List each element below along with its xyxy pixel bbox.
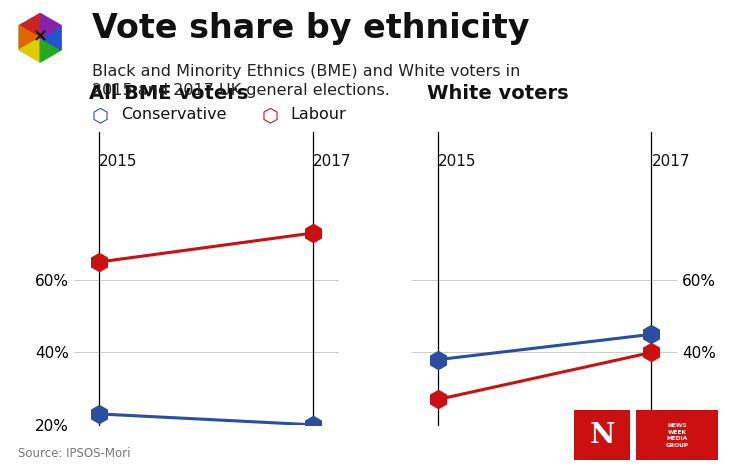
Text: 2015: 2015 (99, 153, 138, 169)
Text: Vote share by ethnicity: Vote share by ethnicity (92, 12, 529, 45)
Text: 2015: 2015 (438, 153, 476, 169)
FancyBboxPatch shape (574, 411, 630, 460)
Polygon shape (40, 10, 63, 38)
Polygon shape (17, 10, 40, 38)
Polygon shape (17, 24, 40, 51)
Text: 2017: 2017 (651, 153, 690, 169)
FancyBboxPatch shape (636, 411, 718, 460)
Text: Labour: Labour (291, 107, 347, 122)
Text: All BME voters: All BME voters (88, 84, 248, 103)
Polygon shape (17, 38, 40, 65)
Text: Conservative: Conservative (121, 107, 227, 122)
Text: ⬡: ⬡ (261, 106, 278, 125)
Text: Source: IPSOS-Mori: Source: IPSOS-Mori (18, 447, 131, 460)
Text: ✕: ✕ (32, 29, 48, 47)
Text: 2015 and 2017 UK general elections.: 2015 and 2017 UK general elections. (92, 83, 390, 98)
Text: N: N (590, 422, 615, 449)
Polygon shape (40, 24, 63, 51)
Polygon shape (40, 38, 63, 65)
Text: 2017: 2017 (313, 153, 351, 169)
Text: Black and Minority Ethnics (BME) and White voters in: Black and Minority Ethnics (BME) and Whi… (92, 64, 520, 79)
Text: White voters: White voters (427, 84, 569, 103)
Text: ⬡: ⬡ (92, 106, 109, 125)
Text: NEWS
WEEK
MEDIA
GROUP: NEWS WEEK MEDIA GROUP (665, 423, 689, 448)
